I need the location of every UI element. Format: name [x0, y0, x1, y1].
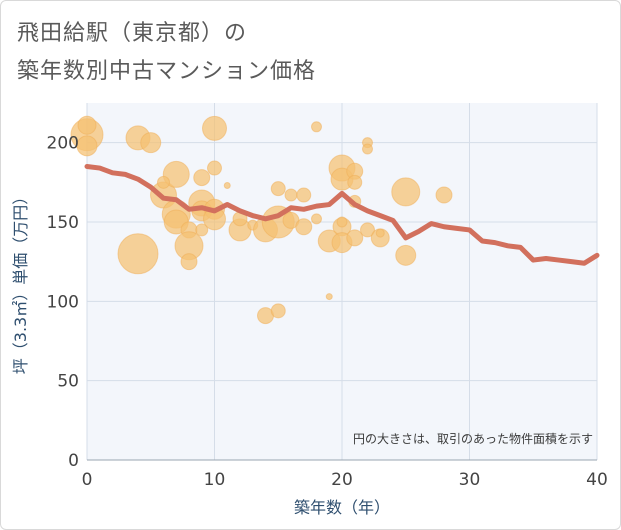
bubble-point [140, 132, 162, 154]
bubble-point [77, 115, 97, 135]
bubble-point [157, 175, 170, 189]
bubble-point [311, 213, 322, 225]
y-axis-title: 坪（3.3㎡）単価（万円） [11, 189, 30, 374]
bubble-point [375, 228, 385, 238]
x-tick-label: 40 [586, 470, 608, 490]
bubble-point [76, 135, 98, 157]
axis-ticks: 0 10 20 30 40 0 50 100 150 200 [47, 134, 608, 490]
bubble-point [270, 303, 286, 319]
bubble-point [207, 160, 222, 176]
bubble-point [180, 253, 198, 271]
chart-title-line-2: 築年数別中古マンション価格 [17, 59, 317, 84]
y-tick-label: 150 [47, 213, 79, 233]
bubble-point [296, 187, 312, 203]
bubble-point [347, 174, 363, 190]
bubble-point [391, 177, 421, 207]
average-price-line [84, 163, 600, 266]
bubble-point [360, 222, 375, 238]
bubble-point [117, 233, 159, 275]
bubble-point [325, 293, 333, 301]
bubble-point [195, 223, 209, 237]
bubble-point [203, 207, 226, 231]
x-tick-label: 0 [82, 470, 93, 490]
bubble-point [395, 244, 417, 266]
bubble-point [202, 115, 227, 141]
bubble-point [193, 169, 211, 187]
bubble-point [336, 216, 348, 228]
bubble-point [346, 229, 364, 247]
bubble-size-note: 円の大きさは、取引のあった物件面積を示す [353, 431, 593, 446]
x-tick-label: 30 [459, 470, 481, 490]
bubble-point [284, 188, 298, 202]
x-axis-title: 築年数（年） [294, 498, 390, 517]
chart-title-line-1: 飛田給駅（東京都）の [17, 21, 248, 46]
bubble-point [270, 181, 286, 197]
y-tick-label: 50 [57, 372, 79, 392]
y-tick-label: 200 [47, 134, 79, 154]
y-tick-label: 100 [47, 292, 79, 312]
bubble-series [70, 115, 453, 325]
bubble-point [311, 121, 322, 133]
x-tick-label: 10 [204, 470, 226, 490]
bubble-point [295, 218, 313, 236]
bubble-point [223, 182, 231, 190]
x-tick-label: 20 [331, 470, 353, 490]
bubble-point [435, 186, 453, 204]
y-tick-label: 0 [68, 451, 79, 471]
bubble-point [362, 143, 373, 155]
